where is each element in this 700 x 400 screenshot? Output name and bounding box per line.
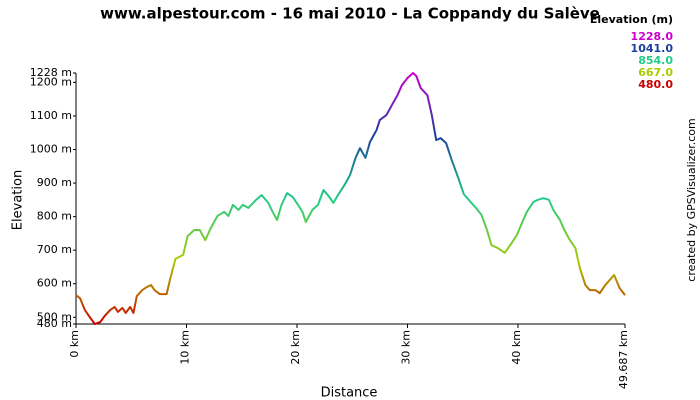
legend-label: 667.0 [638,66,673,79]
x-tick-label: 30 km [399,330,412,365]
x-tick-label: 0 km [68,330,81,358]
y-tick-label: 500 m [37,310,72,323]
credit: created by GPSVisualizer.com [685,118,698,281]
y-tick-label: 1000 m [30,143,72,156]
y-tick-label: 1228 m [30,66,72,79]
legend-title: Elevation (m) [590,13,673,26]
y-tick-label: 480 m [37,317,72,330]
x-tick-label: 49.687 km [617,330,630,389]
legend-label: 854.0 [638,54,673,67]
x-tick-label: 40 km [510,330,523,365]
chart-title: www.alpestour.com - 16 mai 2010 - La Cop… [100,5,600,23]
y-tick-label: 600 m [37,277,72,290]
legend-label: 1228.0 [631,30,674,43]
y-tick-label: 900 m [37,176,72,189]
elevation-line [75,72,626,325]
x-axis-title: Distance [321,386,378,400]
x-tick-label: 20 km [289,330,302,365]
y-axis-title: Elevation [11,170,26,230]
y-tick-label: 800 m [37,210,72,223]
y-tick-label: 1100 m [30,109,72,122]
legend-label: 1041.0 [631,42,674,55]
y-tick-label: 700 m [37,243,72,256]
legend-label: 480.0 [638,78,673,91]
x-tick-label: 10 km [178,330,191,365]
y-tick-label: 1200 m [30,75,72,88]
